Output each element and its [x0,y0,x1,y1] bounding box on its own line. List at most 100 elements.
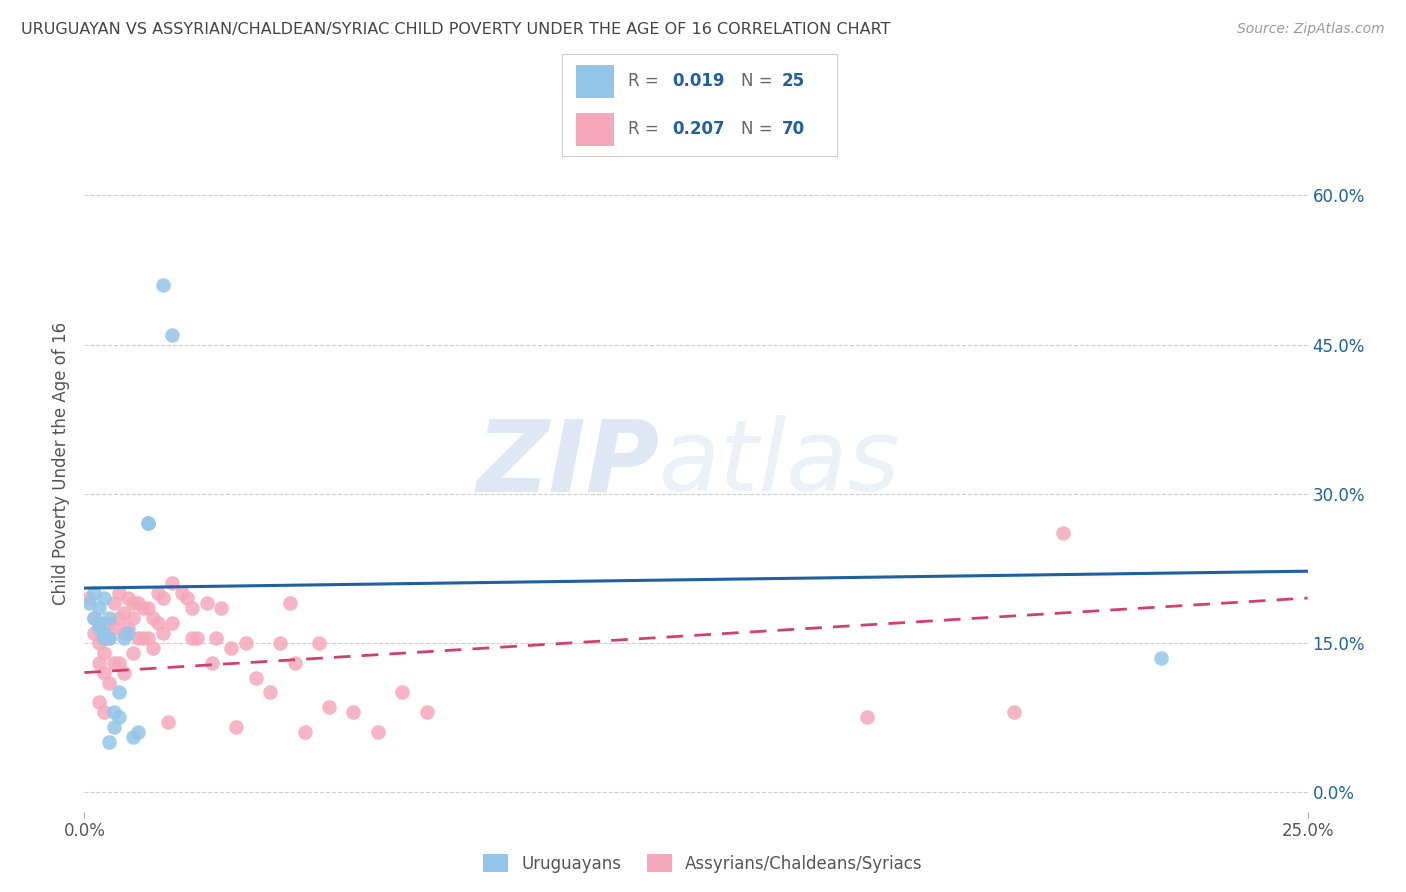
Point [235,636,257,650]
Point [136,631,159,645]
Point [97,675,120,690]
Point [122,730,145,744]
Point [308,636,330,650]
Point [87,695,110,709]
Point [181,631,204,645]
Point [318,700,340,714]
Point [269,636,291,650]
Point [127,725,149,739]
Point [136,516,159,531]
Point [132,631,155,645]
Point [367,725,389,739]
Point [97,631,120,645]
Point [97,611,120,625]
Point [200,656,222,670]
Point [77,596,100,610]
Point [122,596,145,610]
Point [83,611,105,625]
Point [1150,650,1173,665]
Point [107,710,129,724]
Point [97,735,120,749]
Point [112,625,135,640]
Point [117,625,139,640]
Bar [576,65,614,97]
Point [195,596,218,610]
Text: 0.019: 0.019 [672,72,724,90]
Text: 25: 25 [782,72,804,90]
Point [93,706,115,720]
Point [152,591,174,605]
Point [83,625,105,640]
Point [103,621,125,635]
Text: URUGUAYAN VS ASSYRIAN/CHALDEAN/SYRIAC CHILD POVERTY UNDER THE AGE OF 16 CORRELAT: URUGUAYAN VS ASSYRIAN/CHALDEAN/SYRIAC CH… [21,22,890,37]
Text: atlas: atlas [659,416,901,512]
Point [278,596,301,610]
Point [146,586,169,600]
Point [1052,526,1074,541]
Point [87,621,110,635]
Point [93,631,115,645]
Point [245,671,267,685]
Point [294,725,316,739]
Point [162,615,184,630]
Text: R =: R = [628,72,664,90]
Point [93,591,115,605]
Point [107,586,129,600]
Point [97,615,120,630]
Point [156,715,179,730]
Point [87,615,110,630]
Point [103,706,125,720]
Point [93,631,115,645]
Point [117,621,139,635]
Point [1002,706,1025,720]
Point [83,586,105,600]
Point [127,631,149,645]
Point [93,625,115,640]
Point [103,596,125,610]
Point [225,720,247,734]
Point [152,625,174,640]
Point [112,665,135,680]
Text: N =: N = [741,72,778,90]
Text: N =: N = [741,120,778,138]
Point [219,640,242,655]
Point [181,601,204,615]
Point [103,656,125,670]
Point [107,685,129,699]
Point [83,611,105,625]
Point [176,591,198,605]
Text: 0.207: 0.207 [672,120,724,138]
Point [97,631,120,645]
Text: ZIP: ZIP [477,416,659,512]
Legend: Uruguayans, Assyrians/Chaldeans/Syriacs: Uruguayans, Assyrians/Chaldeans/Syriacs [477,847,929,880]
Point [112,631,135,645]
Y-axis label: Child Poverty Under the Age of 16: Child Poverty Under the Age of 16 [52,322,70,606]
Point [136,516,159,531]
Point [856,710,879,724]
Point [142,611,165,625]
Point [152,277,174,292]
Point [122,611,145,625]
Point [186,631,208,645]
Point [142,640,165,655]
Point [122,646,145,660]
Point [162,576,184,591]
Point [162,327,184,342]
Text: R =: R = [628,120,664,138]
Point [209,601,232,615]
Point [112,606,135,620]
Point [132,601,155,615]
Point [146,615,169,630]
Point [259,685,281,699]
Point [107,656,129,670]
Point [93,646,115,660]
Point [416,706,439,720]
Point [284,656,307,670]
Point [342,706,364,720]
Point [127,596,149,610]
Point [103,720,125,734]
Point [136,601,159,615]
Point [93,665,115,680]
Point [117,591,139,605]
Point [172,586,194,600]
